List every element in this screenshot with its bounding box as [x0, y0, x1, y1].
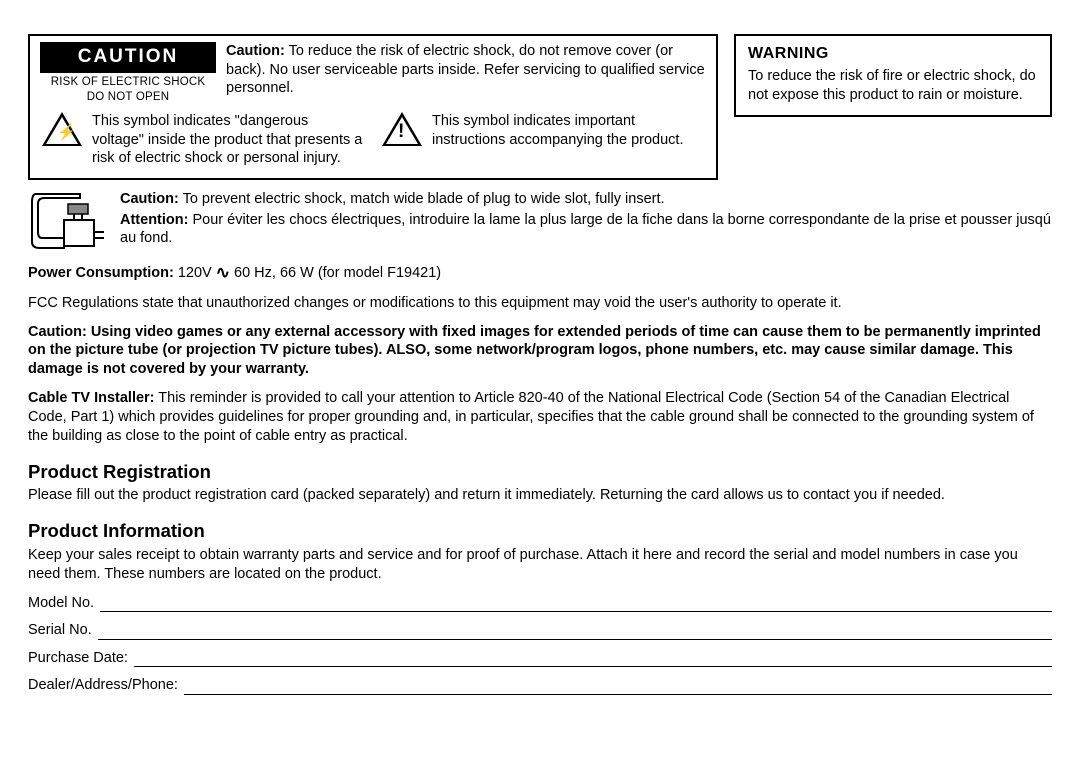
serial-no-rule [98, 627, 1052, 640]
dealer-rule [184, 682, 1052, 695]
power-pre: 120V [174, 265, 216, 281]
caution-badge-column: Caution Risk of Electric Shock Do Not Op… [40, 42, 216, 104]
product-registration-heading: Product Registration [28, 460, 1052, 484]
plug-row: Caution: To prevent electric shock, matc… [28, 190, 1052, 252]
model-no-field: Model No. [28, 594, 1052, 613]
caution-subtext: Risk of Electric Shock Do Not Open [51, 75, 206, 104]
product-information-text: Keep your sales receipt to obtain warran… [28, 546, 1052, 584]
plug-attention-line: Attention: Pour éviter les chocs électri… [120, 211, 1052, 249]
cable-tv-text: This reminder is provided to call your a… [28, 390, 1034, 444]
plug-caution-text: To prevent electric shock, match wide bl… [179, 191, 665, 207]
symbol-instructions-text: This symbol indicates important instruct… [432, 112, 704, 149]
cable-tv-paragraph: Cable TV Installer: This reminder is pro… [28, 389, 1052, 446]
purchase-date-label: Purchase Date: [28, 649, 128, 668]
fcc-text: FCC Regulations state that unauthorized … [28, 294, 1052, 313]
caution-sub-line1: Risk of Electric Shock [51, 76, 206, 88]
serial-no-label: Serial No. [28, 621, 92, 640]
caution-header-row: Caution Risk of Electric Shock Do Not Op… [40, 42, 706, 104]
warning-text: To reduce the risk of fire or electric s… [748, 67, 1038, 104]
exclamation-triangle-icon: ! [382, 112, 422, 148]
dealer-field: Dealer/Address/Phone: [28, 676, 1052, 695]
purchase-date-rule [134, 654, 1052, 667]
plug-attention-bold: Attention: [120, 212, 188, 228]
caution-sub-line2: Do Not Open [87, 91, 170, 103]
power-label: Power Consumption: [28, 265, 174, 281]
purchase-date-field: Purchase Date: [28, 649, 1052, 668]
warning-box: WARNING To reduce the risk of fire or el… [734, 34, 1052, 117]
plug-caution-line: Caution: To prevent electric shock, matc… [120, 190, 1052, 209]
cable-tv-bold: Cable TV Installer: [28, 390, 155, 406]
plug-icon [28, 190, 106, 252]
model-no-rule [100, 599, 1052, 612]
model-no-label: Model No. [28, 594, 94, 613]
symbol-voltage-block: ⚡ This symbol indicates "dangerous volta… [42, 112, 364, 168]
voltage-triangle-icon: ⚡ [42, 112, 82, 148]
top-row: Caution Risk of Electric Shock Do Not Op… [28, 34, 1052, 180]
serial-no-field: Serial No. [28, 621, 1052, 640]
caution-badge: Caution [40, 42, 216, 73]
plug-texts: Caution: To prevent electric shock, matc… [120, 190, 1052, 251]
caution-images-text: Caution: Using video games or any extern… [28, 323, 1052, 380]
product-information-heading: Product Information [28, 519, 1052, 543]
caution-head-bold: Caution: [226, 43, 285, 59]
caution-box: Caution Risk of Electric Shock Do Not Op… [28, 34, 718, 180]
power-post: 60 Hz, 66 W (for model F19421) [230, 265, 441, 281]
warning-title: WARNING [748, 44, 1038, 64]
power-consumption-line: Power Consumption: 120V ∿ 60 Hz, 66 W (f… [28, 262, 1052, 284]
symbol-row: ⚡ This symbol indicates "dangerous volta… [40, 112, 706, 168]
symbol-instructions-block: ! This symbol indicates important instru… [382, 112, 704, 168]
caution-head-text: Caution: To reduce the risk of electric … [226, 42, 706, 98]
symbol-voltage-text: This symbol indicates "dangerous voltage… [92, 112, 364, 168]
caution-head-body: To reduce the risk of electric shock, do… [226, 43, 705, 96]
product-registration-text: Please fill out the product registration… [28, 486, 1052, 505]
plug-attention-text: Pour éviter les chocs électriques, intro… [120, 212, 1051, 247]
dealer-label: Dealer/Address/Phone: [28, 676, 178, 695]
plug-caution-bold: Caution: [120, 191, 179, 207]
ac-tilde-icon: ∿ [216, 263, 230, 282]
